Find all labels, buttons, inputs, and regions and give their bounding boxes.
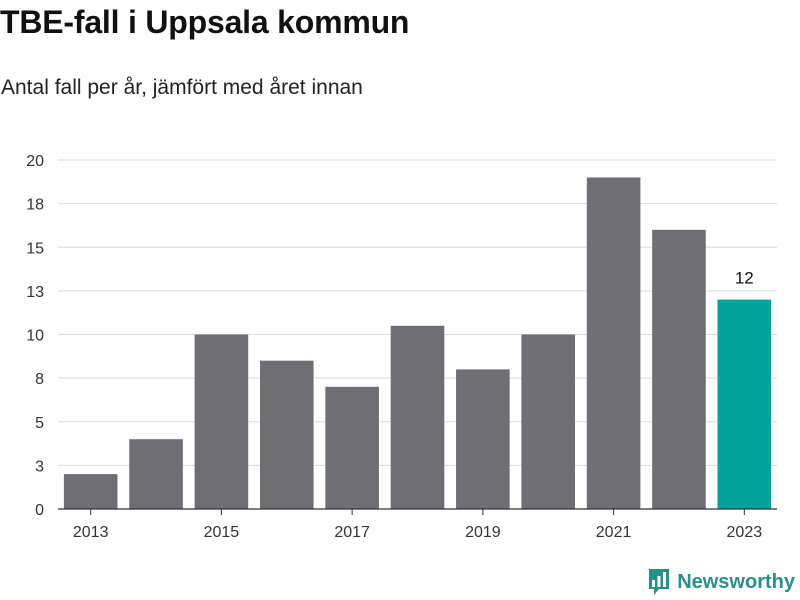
bar-2017 bbox=[325, 386, 379, 509]
y-tick-label: 15 bbox=[26, 240, 44, 257]
bar-2019 bbox=[456, 369, 510, 509]
y-axis-labels: 0 3 5 8 10 13 15 18 20 bbox=[26, 153, 44, 519]
x-tick-label: 2023 bbox=[727, 524, 763, 541]
newsworthy-logo-text: Newsworthy bbox=[677, 570, 795, 593]
data-label: 12 bbox=[735, 269, 754, 288]
bar-2021 bbox=[586, 177, 641, 509]
bar-2023 bbox=[717, 299, 772, 509]
bars bbox=[63, 177, 772, 510]
x-tick-label: 2015 bbox=[204, 524, 240, 541]
newsworthy-logo: Newsworthy bbox=[647, 567, 795, 597]
bar-2020 bbox=[521, 334, 576, 509]
y-tick-label: 5 bbox=[35, 415, 44, 432]
newsworthy-logo-icon bbox=[649, 569, 670, 595]
y-tick-label: 20 bbox=[26, 153, 44, 170]
y-tick-label: 18 bbox=[26, 197, 44, 214]
x-tick-label: 2021 bbox=[596, 524, 632, 541]
bar-2014 bbox=[129, 439, 183, 509]
y-tick-label: 0 bbox=[35, 502, 44, 519]
bar-2016 bbox=[259, 360, 314, 509]
y-tick-label: 13 bbox=[26, 284, 44, 301]
x-tick-label: 2019 bbox=[465, 524, 501, 541]
y-tick-label: 3 bbox=[35, 458, 44, 475]
x-tick-label: 2017 bbox=[334, 524, 370, 541]
x-axis-ticks: 2013 2015 2017 2019 2021 2023 bbox=[73, 509, 762, 541]
chart-subtitle: Antal fall per år, jämfört med året inna… bbox=[1, 76, 363, 99]
y-tick-label: 8 bbox=[35, 371, 44, 388]
bar-2015 bbox=[194, 334, 249, 509]
bar-2022 bbox=[652, 229, 706, 510]
bar-2018 bbox=[390, 325, 445, 509]
data-labels: 12 bbox=[735, 269, 754, 288]
bar-2013 bbox=[63, 474, 118, 509]
x-tick-label: 2013 bbox=[73, 524, 109, 541]
y-tick-label: 10 bbox=[26, 328, 44, 345]
chart-title: TBE-fall i Uppsala kommun bbox=[0, 4, 410, 40]
